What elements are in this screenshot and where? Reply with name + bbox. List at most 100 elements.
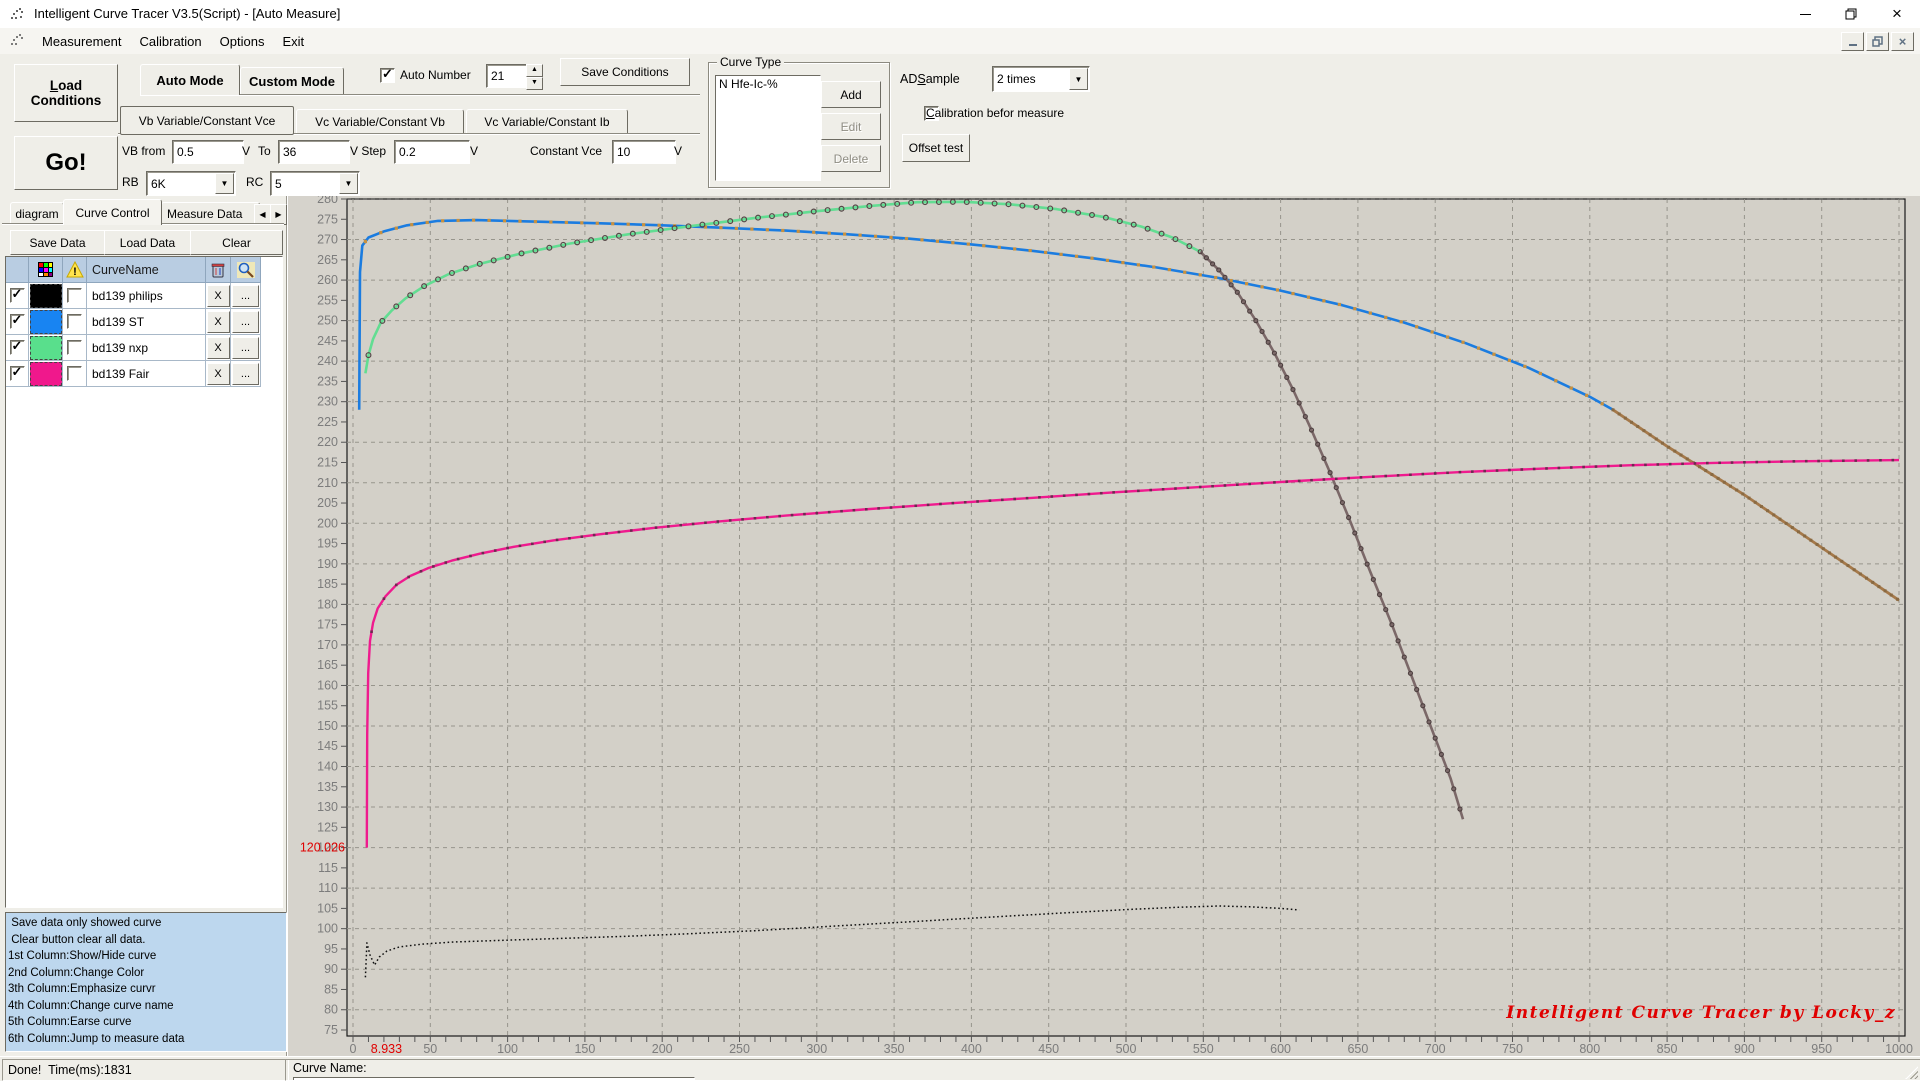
go-button[interactable]: Go! <box>14 136 118 190</box>
spinner-down-icon[interactable]: ▼ <box>526 77 543 90</box>
constant-vce-field[interactable]: 10 <box>612 140 676 164</box>
spinner-up-icon[interactable]: ▲ <box>526 64 543 77</box>
auto-number-spinner[interactable]: ▲ ▼ <box>526 64 543 90</box>
svg-text:130: 130 <box>317 800 338 814</box>
curve-erase-button[interactable]: X <box>206 362 230 385</box>
curve-visible-checkbox[interactable] <box>9 286 25 303</box>
curve-erase-button[interactable]: X <box>206 310 230 333</box>
status-panel-right: Curve Name: <box>285 1059 1920 1081</box>
svg-text:180: 180 <box>317 597 338 611</box>
edit-button: Edit <box>821 113 881 140</box>
curve-name-cell[interactable]: bd139 Fair <box>87 361 206 387</box>
curve-emphasize-checkbox[interactable] <box>67 366 82 381</box>
mdi-restore-button[interactable] <box>1866 32 1889 51</box>
chevron-down-icon[interactable]: ▼ <box>215 173 234 194</box>
mdi-close-button[interactable]: × <box>1891 32 1914 51</box>
svg-text:150: 150 <box>574 1042 595 1056</box>
load-conditions-button[interactable]: Load Conditions <box>14 64 118 122</box>
curve-name-input[interactable] <box>293 1077 695 1080</box>
svg-text:100: 100 <box>317 922 338 936</box>
vb-from-field[interactable]: 0.5 <box>172 140 244 164</box>
minimize-button[interactable] <box>1782 0 1828 28</box>
svg-text:195: 195 <box>317 537 338 551</box>
chevron-down-icon[interactable]: ▼ <box>1069 68 1088 90</box>
mdi-minimize-button[interactable] <box>1841 32 1864 51</box>
tab-vb-variable[interactable]: Vb Variable/Constant Vce <box>120 106 294 135</box>
rc-dropdown[interactable]: 5 ▼ <box>270 171 360 196</box>
clear-button[interactable]: Clear <box>190 230 283 255</box>
curve-jump-cell: ... <box>231 335 261 361</box>
add-button[interactable]: Add <box>821 81 881 108</box>
curve-jump-button[interactable]: ... <box>232 336 259 359</box>
curve-type-item[interactable]: N Hfe-Ic-% <box>719 77 778 91</box>
tab-vc-variable-vb[interactable]: Vc Variable/Constant Vb <box>296 109 464 134</box>
svg-text:250: 250 <box>729 1042 750 1056</box>
load-data-button[interactable]: Load Data <box>104 230 191 255</box>
menu-item-calibration[interactable]: Calibration <box>139 33 202 49</box>
tab-custom-mode[interactable]: Custom Mode <box>240 67 344 95</box>
menu-item-exit[interactable]: Exit <box>282 33 305 49</box>
curve-color-swatch[interactable] <box>29 309 62 334</box>
curve-name-cell[interactable]: bd139 nxp <box>87 335 206 361</box>
curve-visible-checkbox[interactable] <box>9 364 25 381</box>
tab-scroll-right-icon[interactable]: ▶ <box>270 204 287 225</box>
auto-number-checkbox[interactable] <box>380 66 395 83</box>
offset-test-button[interactable]: Offset test <box>902 134 970 162</box>
curve-emphasize-checkbox[interactable] <box>67 288 82 303</box>
step-field[interactable]: 0.2 <box>394 140 470 164</box>
trash-icon[interactable] <box>206 257 231 283</box>
menu-item-options[interactable]: Options <box>219 33 265 49</box>
menu-items: Measurement Calibration Options Exit <box>33 30 313 53</box>
tab-auto-mode[interactable]: Auto Mode <box>140 64 240 95</box>
sidebar-tab-curve-control[interactable]: Curve Control <box>63 199 162 225</box>
chart-plot[interactable]: 75 80 85 90 95 100 105 110 115 120 125 130 135 140 145… <box>288 196 1920 1056</box>
svg-text:170: 170 <box>317 638 338 652</box>
curve-visible-cell <box>6 361 29 387</box>
curve-visible-checkbox[interactable] <box>9 312 25 329</box>
resize-grip[interactable] <box>1905 1066 1918 1079</box>
curve-erase-button[interactable]: X <box>206 284 230 307</box>
curve-type-list[interactable]: N Hfe-Ic-% <box>715 75 821 181</box>
curve-color-swatch[interactable] <box>29 335 62 360</box>
curve-emphasize-checkbox[interactable] <box>67 340 82 355</box>
curve-table-header: ! CurveName <box>6 257 282 283</box>
ad-sample-dropdown[interactable]: 2 times ▼ <box>992 66 1090 92</box>
sidebar-tab-diagram[interactable]: diagram <box>10 202 64 225</box>
svg-text:245: 245 <box>317 334 338 348</box>
calibration-checkbox[interactable] <box>924 106 940 121</box>
chevron-down-icon[interactable]: ▼ <box>339 173 358 194</box>
rb-dropdown[interactable]: 6K ▼ <box>146 171 236 196</box>
sidebar-tab-measure-data[interactable]: Measure Data <box>161 202 260 225</box>
restore-button[interactable] <box>1828 0 1874 28</box>
curve-visible-checkbox[interactable] <box>9 338 25 355</box>
curve-erase-cell: X <box>206 283 231 309</box>
save-conditions-button[interactable]: Save Conditions <box>560 58 690 86</box>
tab-scroll-left-icon[interactable]: ◀ <box>254 204 271 225</box>
curve-color-swatch[interactable] <box>29 283 62 308</box>
svg-text:135: 135 <box>317 780 338 794</box>
curve-emphasize-checkbox[interactable] <box>67 314 82 329</box>
tab-vc-variable-ib[interactable]: Vc Variable/Constant Ib <box>466 109 628 134</box>
curve-name-cell[interactable]: bd139 philips <box>87 283 206 309</box>
curve-name-column-header[interactable]: CurveName <box>87 257 206 283</box>
svg-text:75: 75 <box>324 1023 338 1037</box>
menu-item-measurement[interactable]: Measurement <box>42 33 122 49</box>
curve-erase-button[interactable]: X <box>206 336 230 359</box>
curve-color-swatch[interactable] <box>29 361 62 386</box>
to-field[interactable]: 36 <box>278 140 350 164</box>
curve-jump-button[interactable]: ... <box>232 310 259 333</box>
svg-text:500: 500 <box>1116 1042 1137 1056</box>
help-line: 4th Column:Change curve name <box>8 999 174 1012</box>
curve-name-cell[interactable]: bd139 ST <box>87 309 206 335</box>
status-bar: Done! Time(ms):1831 Curve Name: <box>0 1056 1920 1081</box>
save-data-button[interactable]: Save Data <box>10 230 105 255</box>
magnifier-icon[interactable] <box>231 257 261 283</box>
step-label: V Step <box>350 144 387 158</box>
curve-jump-button[interactable]: ... <box>232 284 259 307</box>
color-palette-icon[interactable] <box>29 257 63 283</box>
show-hide-column-header[interactable] <box>6 257 29 283</box>
emphasize-warning-icon[interactable]: ! <box>63 257 87 283</box>
curve-jump-button[interactable]: ... <box>232 362 259 385</box>
close-button[interactable]: × <box>1892 4 1902 23</box>
